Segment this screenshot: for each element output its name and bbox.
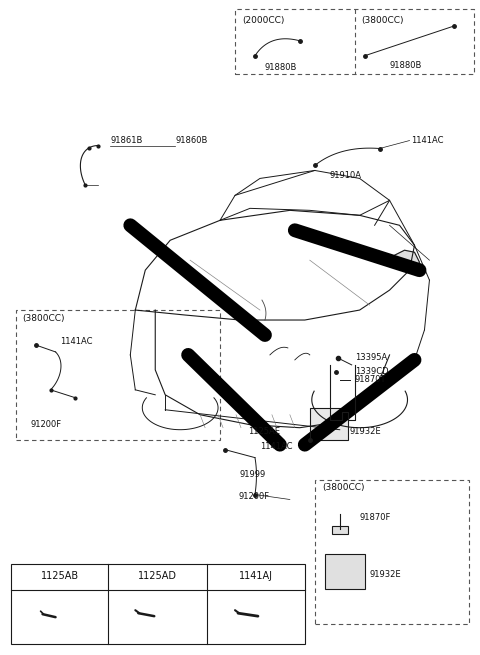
Text: 91910A: 91910A xyxy=(330,171,362,180)
Bar xyxy=(310,408,348,440)
Bar xyxy=(16,310,220,440)
Text: 91870F: 91870F xyxy=(360,513,391,522)
Text: 1125AE: 1125AE xyxy=(248,427,280,436)
Text: (2000CC): (2000CC) xyxy=(242,16,284,26)
Text: 1141AC: 1141AC xyxy=(60,337,93,346)
Text: 13395A: 13395A xyxy=(355,354,387,362)
Text: 1125AD: 1125AD xyxy=(138,571,177,581)
Text: 91870T: 91870T xyxy=(355,375,386,384)
Text: 1339CD: 1339CD xyxy=(355,367,388,377)
Bar xyxy=(11,565,305,644)
Text: 91861B: 91861B xyxy=(110,136,143,145)
Text: 91932E: 91932E xyxy=(350,427,381,436)
Bar xyxy=(235,9,474,74)
Text: 91880B: 91880B xyxy=(390,62,422,70)
Text: 91880B: 91880B xyxy=(265,64,297,72)
Text: (3800CC): (3800CC) xyxy=(322,483,364,492)
Polygon shape xyxy=(395,250,420,272)
Text: 91932E: 91932E xyxy=(370,570,401,579)
Text: 1141AC: 1141AC xyxy=(260,442,292,451)
Text: 91200F: 91200F xyxy=(31,421,62,429)
Bar xyxy=(325,554,365,590)
Text: 91999: 91999 xyxy=(240,470,266,479)
Bar xyxy=(332,527,348,534)
Text: 1125AB: 1125AB xyxy=(40,571,79,581)
Text: (3800CC): (3800CC) xyxy=(361,16,404,26)
Text: (3800CC): (3800CC) xyxy=(23,314,65,322)
Text: 91860B: 91860B xyxy=(175,136,207,145)
Text: 91200F: 91200F xyxy=(238,492,269,501)
Text: 1141AJ: 1141AJ xyxy=(239,571,273,581)
Text: 1141AC: 1141AC xyxy=(411,136,444,145)
Bar xyxy=(315,479,469,624)
